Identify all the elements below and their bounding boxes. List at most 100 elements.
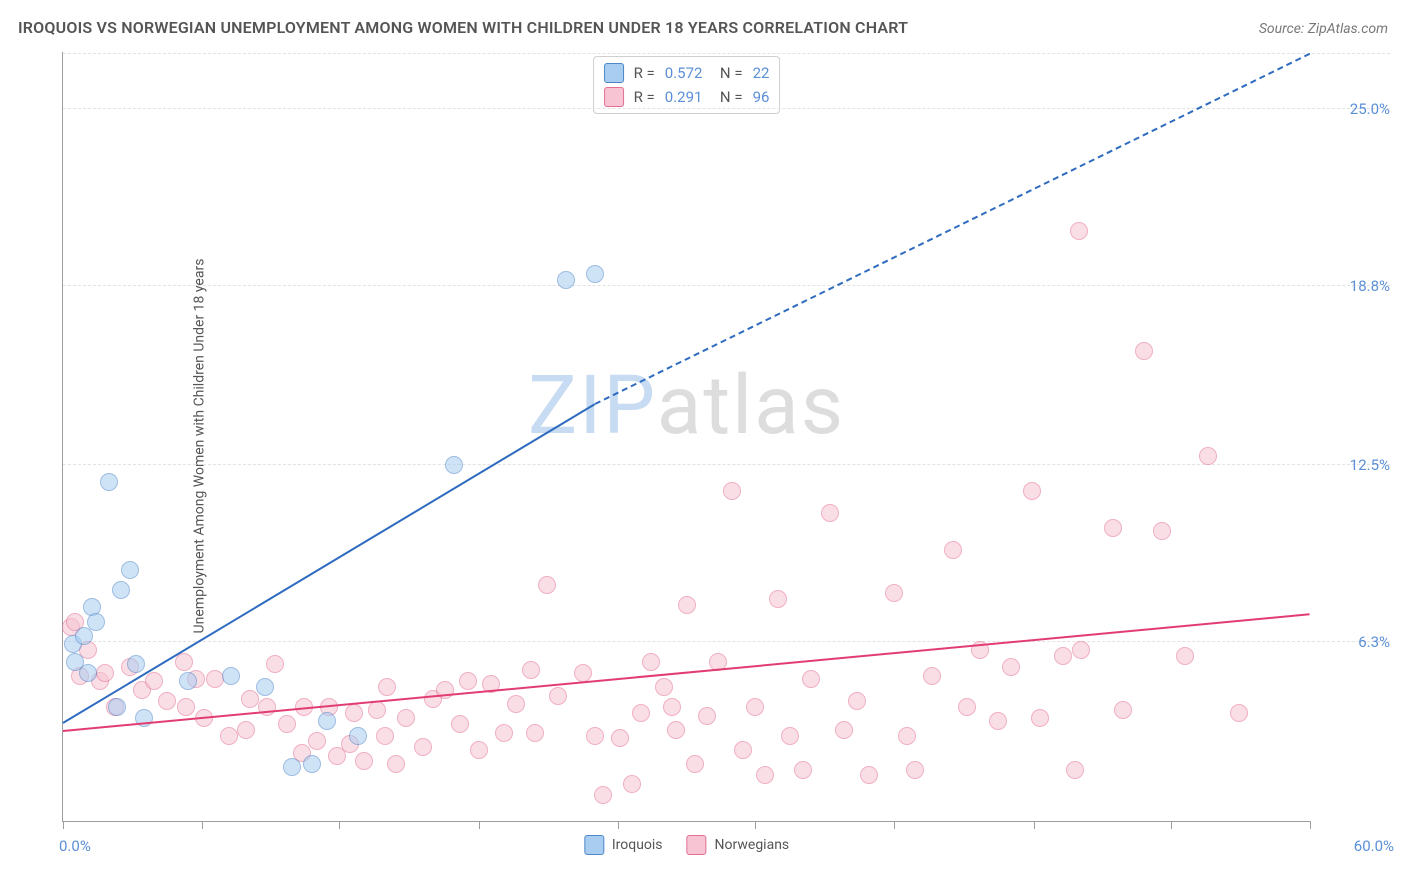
x-tick [1171, 821, 1172, 829]
chart-source: Source: ZipAtlas.com [1259, 21, 1388, 37]
norwegians-point [538, 576, 556, 594]
x-axis-max-label: 60.0% [1354, 837, 1394, 855]
norwegians-point [220, 727, 238, 745]
norwegians-point [848, 692, 866, 710]
norwegians-point [906, 761, 924, 779]
iroquois-point [100, 473, 118, 491]
watermark-part2: atlas [657, 358, 845, 454]
norwegians-point [96, 664, 114, 682]
iroquois-point [256, 678, 274, 696]
watermark: ZIPatlas [528, 358, 845, 454]
norwegians-point [345, 704, 363, 722]
trend-line [62, 403, 595, 724]
iroquois-point [112, 581, 130, 599]
series-legend: Iroquois Norwegians [584, 835, 789, 855]
norwegians-point [1072, 641, 1090, 659]
norwegians-point [632, 704, 650, 722]
legend-label-iroquois: Iroquois [612, 837, 663, 853]
norwegians-point [308, 732, 326, 750]
norwegians-point [663, 698, 681, 716]
swatch-iroquois-icon [604, 63, 624, 83]
x-tick [63, 821, 64, 829]
norwegians-point [698, 707, 716, 725]
norwegians-point [642, 653, 660, 671]
norwegians-point [885, 584, 903, 602]
norwegians-point [802, 670, 820, 688]
norwegians-point [376, 727, 394, 745]
x-axis-min-label: 0.0% [59, 837, 91, 855]
n-value-norwegians: 96 [753, 88, 770, 106]
norwegians-point [459, 672, 477, 690]
norwegians-point [206, 670, 224, 688]
iroquois-point [586, 265, 604, 283]
iroquois-point [127, 655, 145, 673]
iroquois-point [79, 664, 97, 682]
iroquois-point [303, 755, 321, 773]
norwegians-point [1031, 709, 1049, 727]
norwegians-point [507, 695, 525, 713]
norwegians-point [1104, 519, 1122, 537]
iroquois-point [121, 561, 139, 579]
legend-row-iroquois: R = 0.572 N = 22 [604, 61, 770, 85]
iroquois-point [179, 672, 197, 690]
x-tick [1034, 821, 1035, 829]
norwegians-point [574, 664, 592, 682]
x-tick [894, 821, 895, 829]
norwegians-point [378, 678, 396, 696]
x-tick [1310, 821, 1311, 829]
y-tick-label: 25.0% [1320, 100, 1390, 118]
norwegians-point [944, 541, 962, 559]
iroquois-point [349, 727, 367, 745]
x-tick [479, 821, 480, 829]
norwegians-point [794, 761, 812, 779]
norwegians-point [1199, 447, 1217, 465]
gridline [63, 464, 1390, 465]
norwegians-point [522, 661, 540, 679]
x-tick [755, 821, 756, 829]
norwegians-point [594, 786, 612, 804]
norwegians-point [1054, 647, 1072, 665]
norwegians-point [549, 687, 567, 705]
norwegians-point [355, 752, 373, 770]
y-tick-label: 12.5% [1320, 456, 1390, 474]
gridline [63, 641, 1390, 642]
norwegians-point [958, 698, 976, 716]
chart-title: IROQUOIS VS NORWEGIAN UNEMPLOYMENT AMONG… [18, 18, 908, 37]
norwegians-point [586, 727, 604, 745]
legend-label-norwegians: Norwegians [715, 837, 790, 853]
swatch-iroquois-icon [584, 835, 604, 855]
r-value-iroquois: 0.572 [665, 64, 703, 82]
norwegians-point [387, 755, 405, 773]
norwegians-point [495, 724, 513, 742]
norwegians-point [734, 741, 752, 759]
norwegians-point [145, 672, 163, 690]
norwegians-point [678, 596, 696, 614]
iroquois-point [87, 613, 105, 631]
norwegians-point [1230, 704, 1248, 722]
norwegians-point [667, 721, 685, 739]
swatch-norwegians-icon [604, 87, 624, 107]
norwegians-point [1135, 342, 1153, 360]
norwegians-point [898, 727, 916, 745]
norwegians-point [781, 727, 799, 745]
iroquois-point [283, 758, 301, 776]
norwegians-point [1153, 522, 1171, 540]
norwegians-point [266, 655, 284, 673]
norwegians-point [397, 709, 415, 727]
y-tick-label: 18.8% [1320, 277, 1390, 295]
correlation-legend: R = 0.572 N = 22 R = 0.291 N = 96 [593, 56, 781, 114]
norwegians-point [158, 692, 176, 710]
iroquois-point [557, 271, 575, 289]
norwegians-point [769, 590, 787, 608]
x-tick [618, 821, 619, 829]
norwegians-point [1114, 701, 1132, 719]
legend-item-iroquois: Iroquois [584, 835, 663, 855]
iroquois-point [75, 627, 93, 645]
norwegians-point [655, 678, 673, 696]
gridline [63, 108, 1390, 109]
x-tick [339, 821, 340, 829]
norwegians-point [278, 715, 296, 733]
swatch-norwegians-icon [687, 835, 707, 855]
norwegians-point [1023, 482, 1041, 500]
y-tick-label: 6.3% [1320, 633, 1390, 651]
